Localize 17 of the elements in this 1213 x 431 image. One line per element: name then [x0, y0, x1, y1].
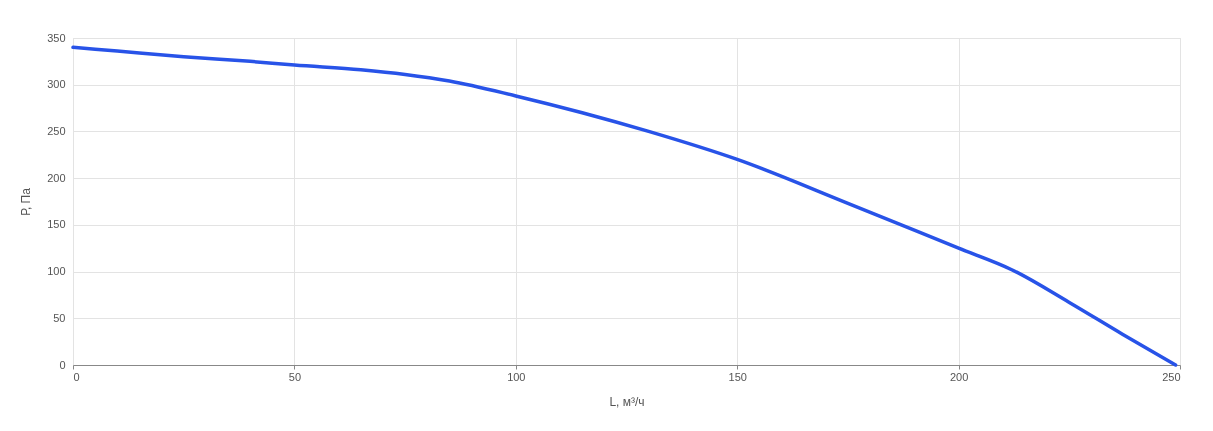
x-axis-title: L, м³/ч [609, 394, 645, 409]
x-tick-label: 0 [73, 370, 80, 383]
x-tick-label: 50 [288, 370, 302, 383]
y-tick-label: 150 [47, 218, 66, 231]
y-axis-title: Р, Па [19, 187, 34, 216]
x-tick-label: 200 [949, 370, 969, 383]
x-tick-label: 100 [507, 370, 526, 383]
line-series [71, 45, 1178, 367]
x-tick-label: 150 [728, 370, 747, 383]
y-tick-label: 200 [47, 171, 66, 184]
x-tick-label: 250 [1162, 370, 1181, 383]
y-tick-label: 250 [47, 124, 66, 137]
y-tick-label: 0 [59, 358, 66, 371]
y-tick-label: 350 [47, 31, 66, 44]
y-tick-label: 300 [47, 78, 66, 91]
y-tick-label: 100 [47, 265, 66, 278]
y-tick-label: 50 [53, 311, 66, 324]
